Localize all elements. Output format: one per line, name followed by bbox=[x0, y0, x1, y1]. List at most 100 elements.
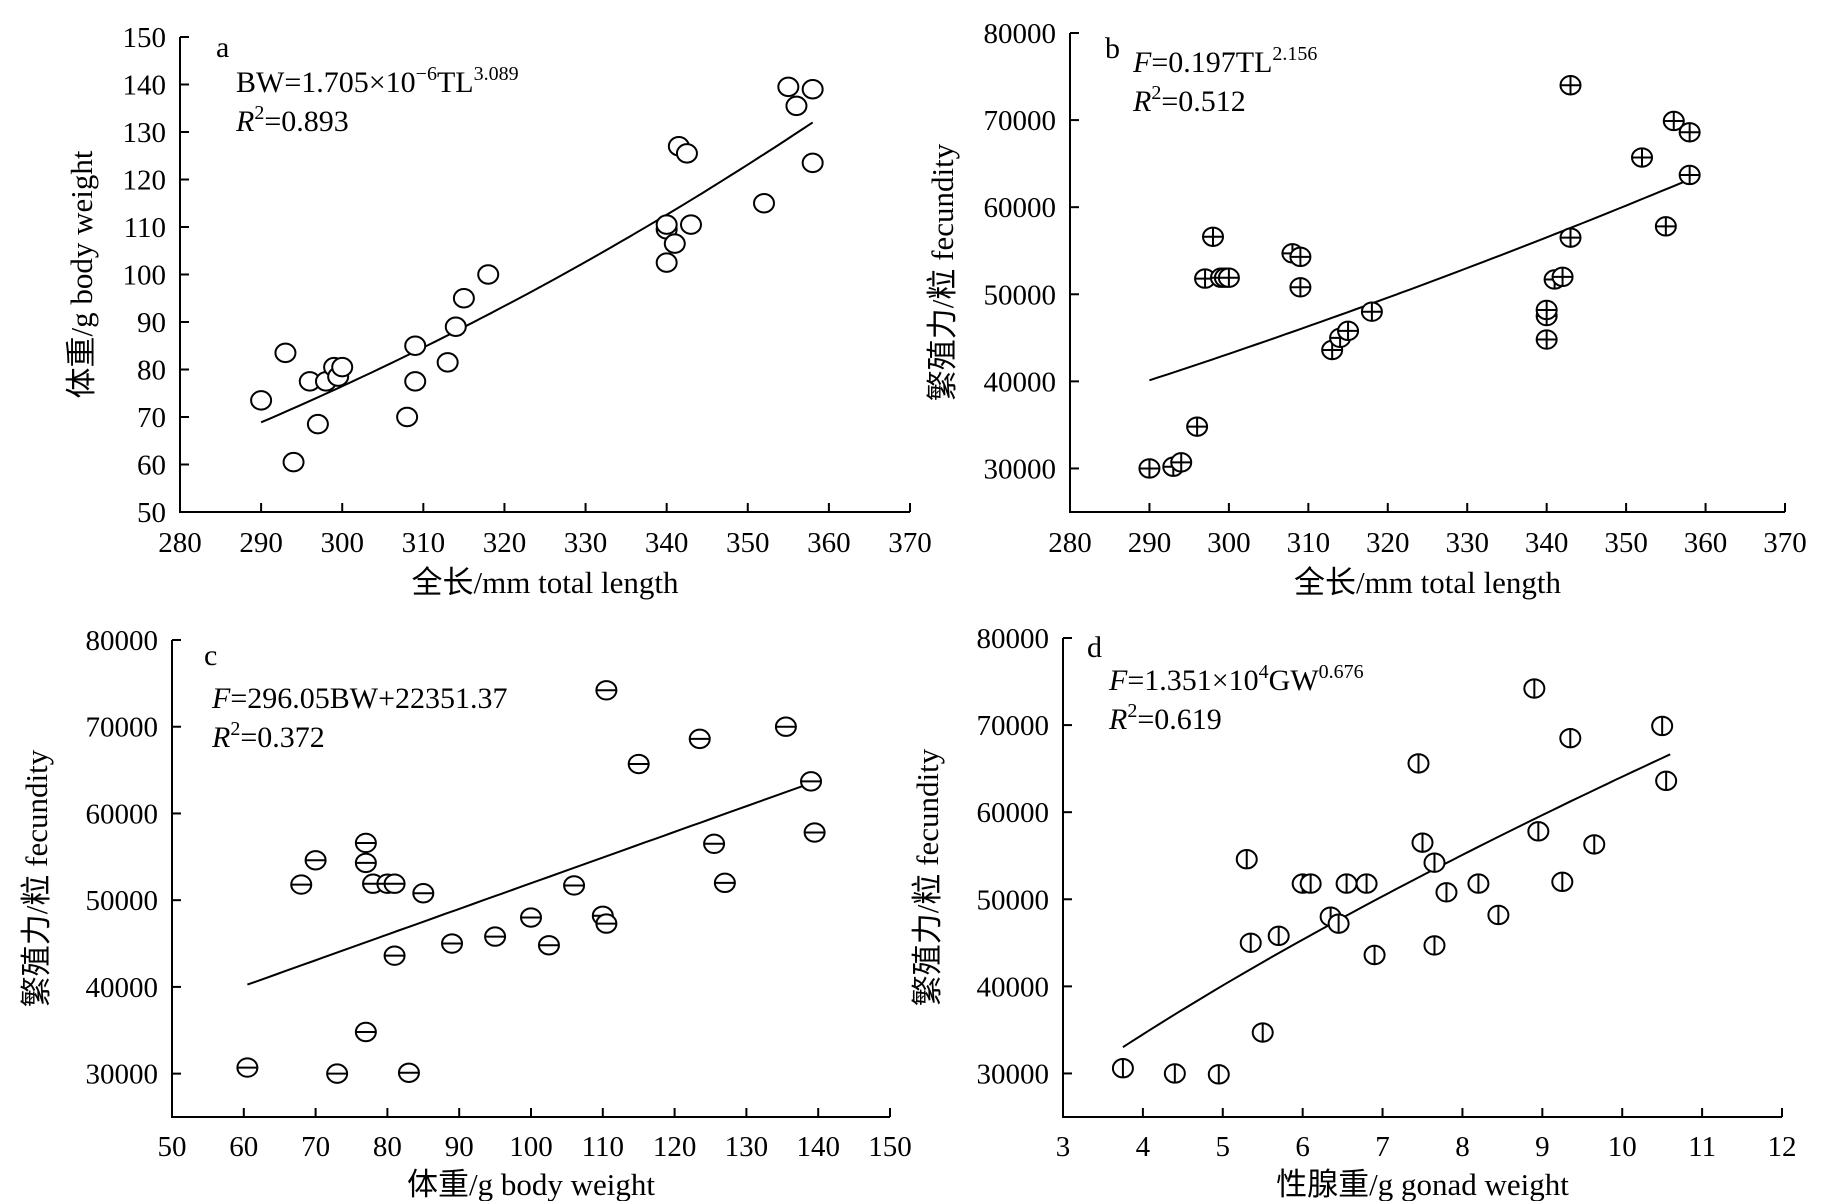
x-tick-label: 320 bbox=[483, 527, 527, 559]
y-tick-label: 30000 bbox=[984, 453, 1057, 485]
data-point bbox=[655, 214, 678, 235]
equation-part: =1.351×10 bbox=[1127, 664, 1258, 697]
x-tick-label: 60 bbox=[229, 1131, 258, 1163]
data-point bbox=[1655, 770, 1678, 792]
y-tick-label: 130 bbox=[123, 117, 167, 149]
data-point bbox=[595, 680, 618, 701]
marker-circle bbox=[753, 193, 775, 214]
equation-part: 0.676 bbox=[1319, 661, 1364, 683]
data-point bbox=[1267, 925, 1290, 947]
r-squared-part: =0.372 bbox=[240, 721, 324, 754]
data-point bbox=[1551, 871, 1574, 893]
data-point bbox=[537, 935, 560, 956]
data-point bbox=[1662, 110, 1685, 132]
x-tick-label: 6 bbox=[1295, 1131, 1310, 1163]
data-point bbox=[383, 873, 406, 894]
x-axis-title: 全长/mm total length bbox=[412, 565, 679, 600]
equation-part: F bbox=[211, 682, 231, 715]
data-point bbox=[1186, 416, 1209, 437]
data-point bbox=[1251, 1022, 1274, 1043]
x-tick-label: 290 bbox=[1128, 527, 1172, 559]
x-tick-label: 12 bbox=[1768, 1131, 1797, 1163]
y-tick-label: 90 bbox=[137, 307, 166, 339]
data-point bbox=[563, 875, 586, 896]
r-squared-part: =0.893 bbox=[264, 105, 348, 138]
equation-part: TL bbox=[437, 66, 474, 99]
data-point bbox=[1327, 913, 1350, 934]
regression-equation: F=0.197TL2.156 bbox=[1132, 43, 1317, 79]
data-point bbox=[1535, 299, 1558, 321]
data-point bbox=[1363, 944, 1386, 966]
marker-circle bbox=[655, 252, 678, 273]
data-point bbox=[290, 874, 313, 895]
data-point bbox=[688, 728, 711, 750]
data-point bbox=[484, 926, 507, 947]
data-point bbox=[803, 822, 826, 843]
data-point bbox=[1423, 852, 1446, 873]
x-tick-label: 360 bbox=[807, 527, 851, 559]
x-tick-label: 330 bbox=[1445, 527, 1489, 559]
x-tick-label: 370 bbox=[1763, 527, 1807, 559]
y-tick-label: 50 bbox=[137, 497, 166, 529]
x-tick-label: 150 bbox=[868, 1131, 912, 1163]
panel-a: 280 290 300 310 320 330 340 350 360 370 50 60 70 80 90… bbox=[64, 22, 932, 600]
r-squared-part: 2 bbox=[1127, 700, 1137, 722]
data-point bbox=[1583, 834, 1606, 855]
equation-part: −6 bbox=[416, 63, 437, 85]
regression-line bbox=[1149, 178, 1691, 382]
data-point bbox=[326, 1063, 349, 1084]
y-tick-label: 50000 bbox=[977, 884, 1050, 916]
panel-letter: b bbox=[1105, 32, 1120, 65]
r-squared-part: 2 bbox=[254, 102, 264, 124]
y-tick-label: 80000 bbox=[984, 18, 1057, 50]
y-tick-label: 30000 bbox=[977, 1058, 1050, 1090]
y-tick-label: 120 bbox=[123, 165, 167, 197]
data-point bbox=[1651, 715, 1674, 737]
equation-part: F bbox=[1108, 664, 1128, 697]
data-point bbox=[1407, 753, 1430, 774]
data-point bbox=[703, 833, 726, 855]
panel-letter: d bbox=[1087, 631, 1102, 664]
x-tick-label: 5 bbox=[1216, 1131, 1231, 1163]
x-tick-label: 280 bbox=[1048, 527, 1092, 559]
x-tick-label: 120 bbox=[653, 1131, 697, 1163]
data-point bbox=[801, 79, 824, 100]
data-point bbox=[444, 316, 467, 337]
data-point bbox=[1111, 1058, 1134, 1079]
data-point bbox=[1138, 458, 1161, 479]
data-point bbox=[1487, 904, 1510, 926]
y-tick-label: 50000 bbox=[984, 279, 1057, 311]
y-tick-label: 150 bbox=[123, 22, 167, 54]
r-squared-part: R bbox=[1108, 703, 1127, 736]
data-point bbox=[1411, 832, 1434, 853]
regression-line bbox=[247, 780, 815, 986]
y-tick-label: 50000 bbox=[86, 885, 159, 917]
x-axis-title: 全长/mm total length bbox=[1294, 565, 1561, 600]
x-tick-label: 310 bbox=[1287, 527, 1331, 559]
equation-part: =296.05BW+22351.37 bbox=[230, 682, 507, 715]
data-point bbox=[1523, 678, 1546, 699]
data-point bbox=[1163, 1063, 1186, 1084]
data-point bbox=[306, 413, 329, 435]
x-tick-label: 110 bbox=[582, 1131, 624, 1163]
x-tick-label: 300 bbox=[320, 527, 364, 559]
marker-circle bbox=[655, 214, 678, 235]
y-tick-label: 100 bbox=[123, 260, 167, 292]
marker-circle bbox=[282, 451, 305, 473]
x-tick-label: 140 bbox=[796, 1131, 840, 1163]
equation-part: F bbox=[1132, 46, 1152, 79]
regression-equation: F=1.351×104GW0.676 bbox=[1108, 661, 1364, 697]
data-point bbox=[1239, 932, 1262, 954]
y-tick-label: 70 bbox=[137, 402, 166, 434]
x-tick-label: 300 bbox=[1207, 527, 1251, 559]
data-point bbox=[800, 771, 823, 792]
r-squared-part: R bbox=[235, 105, 254, 138]
data-point bbox=[354, 852, 377, 874]
data-point bbox=[282, 451, 305, 473]
data-point bbox=[250, 390, 273, 411]
equation-part: BW=1.705×10 bbox=[236, 66, 416, 99]
r-squared-part: R bbox=[1132, 85, 1151, 118]
data-point bbox=[1551, 266, 1574, 288]
marker-circle bbox=[680, 214, 702, 235]
